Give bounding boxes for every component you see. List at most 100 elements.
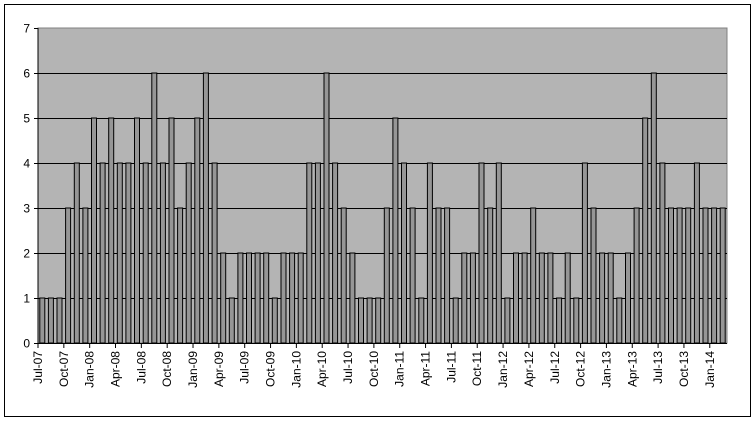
bar-Dec-10 bbox=[392, 117, 399, 344]
y-tick-label: 7 bbox=[23, 22, 30, 36]
x-tick-label: Oct-08 bbox=[160, 351, 174, 387]
x-tick-label: Jan-11 bbox=[393, 351, 407, 387]
x-tick-label: Oct-07 bbox=[57, 351, 71, 387]
bar-Apr-08 bbox=[116, 162, 123, 344]
x-tick-label: Oct-10 bbox=[367, 351, 381, 387]
bar-Jan-14 bbox=[711, 207, 718, 344]
bar-Feb-14 bbox=[719, 207, 726, 344]
x-tick-label: Jul-12 bbox=[548, 351, 562, 384]
bar-Oct-13 bbox=[685, 207, 692, 344]
bar-Sep-09 bbox=[263, 252, 270, 344]
bar-Sep-11 bbox=[469, 252, 476, 344]
bar-Nov-12 bbox=[590, 207, 597, 344]
bar-Jun-13 bbox=[650, 72, 657, 344]
bar-Nov-10 bbox=[383, 207, 390, 344]
y-tick-label: 4 bbox=[23, 157, 30, 171]
bar-Nov-08 bbox=[177, 207, 184, 344]
x-tick-label: Apr-08 bbox=[109, 351, 123, 387]
y-tick-label: 6 bbox=[23, 67, 30, 81]
bar-Oct-10 bbox=[375, 297, 382, 344]
x-tick-label: Jan-09 bbox=[186, 351, 200, 388]
bar-Apr-13 bbox=[633, 207, 640, 344]
x-tick-label: Jul-13 bbox=[651, 351, 665, 384]
bar-Jan-09 bbox=[194, 117, 201, 344]
bar-Oct-07 bbox=[65, 207, 72, 344]
bar-Mar-13 bbox=[625, 252, 631, 344]
x-tick-label: Jul-10 bbox=[341, 351, 355, 384]
x-tick-label: Oct-13 bbox=[677, 351, 691, 387]
bar-Jan-08 bbox=[91, 117, 97, 344]
bar-Feb-09 bbox=[202, 72, 209, 344]
bar-Oct-11 bbox=[478, 162, 485, 344]
bar-Nov-13 bbox=[693, 162, 700, 344]
y-tick-label: 5 bbox=[23, 112, 30, 126]
x-tick-label: Apr-11 bbox=[419, 351, 433, 386]
bar-Aug-11 bbox=[461, 252, 468, 344]
bar-Jul-09 bbox=[246, 252, 252, 344]
bar-May-11 bbox=[435, 207, 442, 344]
plot-area bbox=[37, 27, 728, 344]
bar-Sep-13 bbox=[676, 207, 683, 344]
x-tick-label: Jul-09 bbox=[238, 351, 252, 384]
bar-Nov-09 bbox=[280, 252, 287, 344]
bar-Aug-07 bbox=[47, 297, 54, 344]
bar-Jul-12 bbox=[556, 297, 563, 344]
bar-Mar-11 bbox=[418, 297, 425, 344]
bar-Oct-12 bbox=[581, 162, 588, 344]
bar-Jan-10 bbox=[297, 252, 304, 344]
bar-Aug-10 bbox=[358, 297, 364, 344]
y-tick-label: 3 bbox=[23, 202, 30, 216]
x-tick-label: Jan-13 bbox=[599, 351, 613, 388]
bar-Sep-12 bbox=[573, 297, 580, 344]
bar-Sep-10 bbox=[366, 297, 373, 344]
bar-Dec-09 bbox=[289, 252, 296, 344]
bar-Jul-13 bbox=[659, 162, 666, 344]
bar-Feb-10 bbox=[306, 162, 313, 344]
x-tick-label: Apr-10 bbox=[315, 351, 329, 387]
bar-Feb-11 bbox=[409, 207, 416, 344]
x-tick-label: Oct-09 bbox=[264, 351, 278, 387]
x-tick-label: Jan-14 bbox=[703, 351, 717, 388]
bar-Nov-11 bbox=[487, 207, 494, 344]
bar-Dec-12 bbox=[599, 252, 606, 344]
x-tick-label: Jan-10 bbox=[289, 351, 303, 388]
bar-May-10 bbox=[332, 162, 339, 344]
bar-May-09 bbox=[228, 297, 235, 344]
bar-Jan-12 bbox=[504, 297, 511, 344]
x-tick-label: Apr-09 bbox=[212, 351, 226, 387]
bar-Apr-10 bbox=[323, 72, 330, 344]
bar-Aug-08 bbox=[151, 72, 158, 344]
bar-Oct-09 bbox=[271, 297, 278, 344]
bar-Apr-12 bbox=[530, 207, 537, 344]
bar-Jan-11 bbox=[401, 162, 407, 344]
bar-Jun-12 bbox=[547, 252, 554, 344]
bar-Oct-08 bbox=[168, 117, 175, 344]
x-tick-label: Jul-11 bbox=[444, 351, 458, 383]
bar-Dec-08 bbox=[185, 162, 192, 344]
bar-May-08 bbox=[125, 162, 132, 344]
bar-Aug-12 bbox=[564, 252, 571, 344]
bar-Sep-07 bbox=[56, 297, 63, 344]
bar-Jul-08 bbox=[142, 162, 149, 344]
bar-Jun-11 bbox=[444, 207, 451, 344]
bar-Jun-10 bbox=[340, 207, 347, 344]
x-tick-label: Jan-12 bbox=[496, 351, 510, 388]
x-tick-label: Jul-07 bbox=[31, 351, 45, 384]
x-tick-label: Oct-12 bbox=[574, 351, 588, 387]
bar-Jul-11 bbox=[452, 297, 459, 344]
y-tick-label: 0 bbox=[23, 337, 30, 351]
bar-Dec-13 bbox=[702, 207, 709, 344]
bar-Aug-09 bbox=[254, 252, 261, 344]
bar-Jun-08 bbox=[134, 117, 140, 344]
bar-Mar-08 bbox=[108, 117, 115, 344]
bar-Jan-13 bbox=[607, 252, 614, 344]
x-tick-label: Apr-13 bbox=[625, 351, 639, 387]
bar-Apr-09 bbox=[220, 252, 227, 344]
bar-Feb-13 bbox=[616, 297, 623, 344]
bar-Aug-13 bbox=[668, 207, 674, 344]
y-tick-label: 1 bbox=[23, 292, 30, 306]
bar-Dec-11 bbox=[495, 162, 502, 344]
bar-Mar-09 bbox=[211, 162, 218, 344]
bar-Jul-10 bbox=[349, 252, 356, 344]
